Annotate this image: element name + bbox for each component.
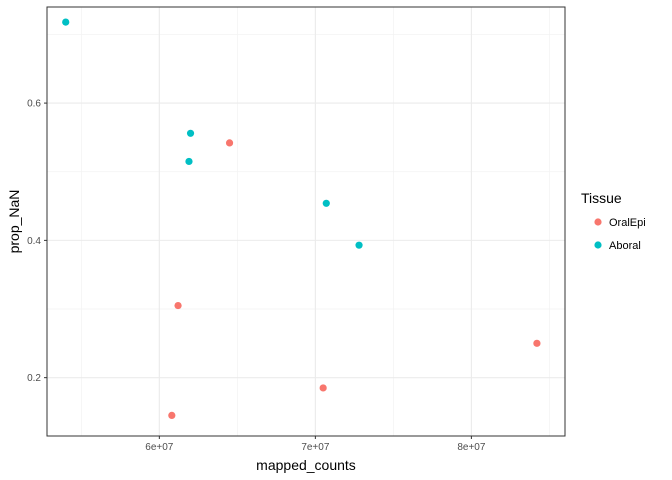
x-tick-label: 8e+07 [457, 442, 486, 453]
grid-lines [47, 7, 565, 436]
legend-key-oralepi [594, 218, 602, 226]
data-point-oralepi [168, 411, 176, 420]
data-point-aboral [62, 18, 70, 26]
legend-key-aboral [594, 241, 602, 249]
legend-items: OralEpi Aboral [594, 217, 646, 252]
data-point-aboral [186, 129, 195, 137]
y-tick-label: 0.4 [27, 236, 41, 247]
y-tick-label: 0.6 [27, 99, 41, 110]
data-points [62, 18, 541, 420]
data-point-oralepi [174, 301, 182, 310]
data-point-oralepi [319, 384, 327, 392]
legend: Tissue OralEpi Aboral [581, 190, 646, 252]
y-tick-label: 0.2 [27, 373, 41, 384]
legend-label-aboral: Aboral [609, 240, 641, 252]
y-axis-title: prop_NaN [6, 190, 22, 254]
x-tick-label: 6e+07 [145, 442, 174, 453]
data-point-oralepi [533, 339, 541, 347]
x-tick-label: 7e+07 [301, 442, 330, 453]
legend-label-oralepi: OralEpi [609, 217, 646, 229]
data-point-oralepi [225, 139, 234, 147]
x-axis-title: mapped_counts [256, 457, 356, 473]
data-point-aboral [355, 241, 363, 249]
legend-title: Tissue [581, 190, 622, 206]
panel-border [46, 6, 566, 437]
data-point-aboral [322, 199, 330, 207]
axis-ticks: 6e+07 7e+07 8e+07 0.2 0.4 0.6 [27, 99, 486, 453]
data-point-aboral [185, 157, 193, 166]
